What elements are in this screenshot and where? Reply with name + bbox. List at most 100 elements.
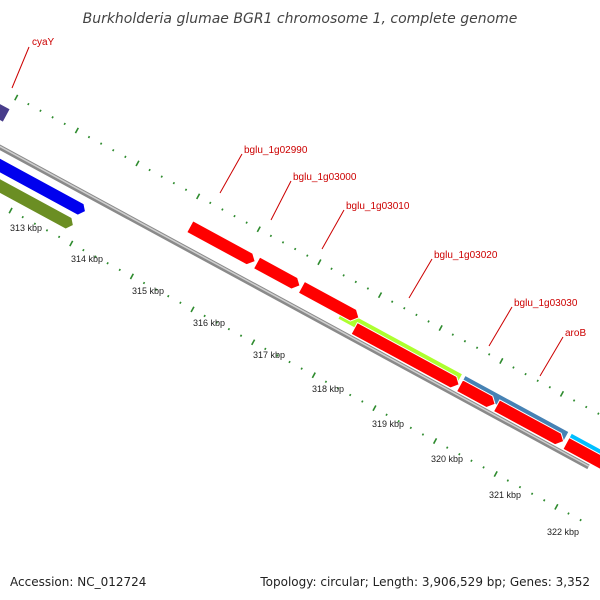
minor-tick bbox=[264, 347, 267, 351]
major-tick bbox=[311, 372, 316, 379]
minor-tick bbox=[124, 155, 127, 159]
minor-tick bbox=[403, 307, 406, 310]
major-tick bbox=[432, 438, 438, 445]
minor-tick bbox=[167, 294, 170, 298]
minor-tick bbox=[470, 459, 473, 463]
leader-bglu_1g03010 bbox=[321, 209, 345, 250]
minor-tick bbox=[567, 512, 570, 515]
kbp-label: 319 kbp bbox=[372, 419, 404, 429]
tick-row-inner bbox=[8, 207, 582, 522]
minor-tick bbox=[269, 234, 273, 238]
minor-tick bbox=[579, 518, 582, 522]
leader-bglu_1g03020 bbox=[408, 258, 433, 299]
label-bglu_1g03020[interactable]: bglu_1g03020 bbox=[434, 250, 498, 261]
label-bglu_1g03000[interactable]: bglu_1g03000 bbox=[293, 172, 357, 183]
gene-labels bbox=[11, 46, 564, 377]
gene-red-long-feature[interactable] bbox=[350, 321, 462, 391]
minor-tick bbox=[142, 281, 146, 285]
accession-text: Accession: NC_012724 bbox=[10, 575, 146, 589]
minor-tick bbox=[488, 353, 491, 356]
gene-blue-feature[interactable] bbox=[0, 121, 88, 217]
minor-tick bbox=[45, 229, 49, 232]
label-bglu_1g03030[interactable]: bglu_1g03030 bbox=[514, 298, 578, 309]
minor-tick bbox=[293, 247, 297, 251]
minor-tick bbox=[245, 221, 248, 224]
major-tick bbox=[195, 193, 201, 200]
major-tick bbox=[251, 339, 256, 346]
gene-bglu_1g03000-feature[interactable] bbox=[252, 256, 303, 292]
gene-bglu_1g02990-feature[interactable] bbox=[186, 220, 258, 268]
minor-tick bbox=[361, 400, 364, 403]
minor-tick bbox=[421, 433, 425, 436]
minor-tick bbox=[354, 280, 357, 284]
label-cyaY[interactable]: cyaY bbox=[32, 37, 55, 48]
kbp-label: 318 kbp bbox=[312, 384, 344, 394]
minor-tick bbox=[336, 387, 340, 390]
tick-row-outer bbox=[14, 94, 600, 415]
minor-tick bbox=[458, 452, 461, 456]
minor-tick bbox=[276, 354, 279, 357]
gene-olive-feature[interactable] bbox=[0, 137, 76, 231]
minor-tick bbox=[239, 334, 243, 337]
minor-tick bbox=[475, 346, 479, 350]
minor-tick bbox=[21, 215, 24, 219]
minor-tick bbox=[172, 181, 176, 185]
minor-tick bbox=[342, 274, 345, 277]
kbp-label: 317 kbp bbox=[253, 350, 285, 360]
map-title: Burkholderia glumae BGR1 chromosome 1, c… bbox=[83, 11, 518, 27]
kbp-label: 315 kbp bbox=[132, 286, 164, 296]
minor-tick bbox=[415, 313, 418, 317]
minor-tick bbox=[118, 268, 121, 272]
minor-tick bbox=[82, 248, 85, 252]
major-tick bbox=[377, 292, 383, 299]
minor-tick bbox=[27, 102, 30, 106]
minor-tick bbox=[106, 261, 109, 265]
minor-tick bbox=[543, 499, 546, 502]
minor-tick bbox=[215, 321, 218, 324]
minor-tick bbox=[112, 148, 115, 152]
minor-tick bbox=[300, 367, 303, 370]
minor-tick bbox=[288, 360, 291, 364]
leader-bglu_1g03000 bbox=[270, 180, 292, 221]
minor-tick bbox=[518, 485, 522, 489]
minor-tick bbox=[512, 366, 515, 369]
gene-red-f-feature[interactable] bbox=[562, 436, 600, 475]
kbp-label: 314 kbp bbox=[71, 254, 103, 264]
gene-red-e-feature[interactable] bbox=[492, 399, 567, 448]
minor-tick bbox=[87, 135, 91, 139]
major-tick bbox=[190, 306, 195, 313]
label-bglu_1g03010[interactable]: bglu_1g03010 bbox=[346, 201, 410, 212]
minor-tick bbox=[227, 327, 231, 331]
label-bglu_1g02990[interactable]: bglu_1g02990 bbox=[244, 145, 308, 156]
minor-tick bbox=[506, 479, 510, 482]
minor-tick bbox=[57, 235, 61, 239]
minor-tick bbox=[209, 201, 212, 205]
leader-aroB bbox=[539, 336, 564, 377]
kbp-label: 313 kbp bbox=[10, 223, 42, 233]
minor-tick bbox=[451, 333, 454, 336]
major-tick bbox=[8, 207, 13, 214]
gene-red-d-feature[interactable] bbox=[455, 379, 498, 411]
minor-tick bbox=[548, 386, 552, 389]
genome-summary-text: Topology: circular; Length: 3,906,529 bp… bbox=[259, 575, 590, 589]
major-tick bbox=[317, 259, 322, 266]
minor-tick bbox=[446, 446, 449, 449]
minor-tick bbox=[99, 142, 103, 145]
minor-tick bbox=[160, 175, 163, 178]
major-tick bbox=[559, 390, 565, 397]
minor-tick bbox=[51, 116, 54, 119]
gene-bglu_1g03010-feature[interactable] bbox=[297, 280, 361, 323]
minor-tick bbox=[33, 222, 37, 226]
major-tick bbox=[372, 405, 377, 412]
minor-tick bbox=[203, 314, 206, 318]
kbp-label: 322 kbp bbox=[547, 527, 579, 537]
minor-tick bbox=[572, 399, 576, 402]
leader-bglu_1g03030 bbox=[488, 306, 513, 347]
minor-tick bbox=[482, 466, 485, 469]
major-tick bbox=[129, 273, 135, 280]
label-aroB[interactable]: aroB bbox=[565, 328, 586, 339]
major-tick bbox=[499, 357, 504, 364]
minor-tick bbox=[148, 168, 151, 172]
minor-tick bbox=[324, 380, 328, 384]
gene-cyaY-feature[interactable] bbox=[0, 79, 11, 123]
